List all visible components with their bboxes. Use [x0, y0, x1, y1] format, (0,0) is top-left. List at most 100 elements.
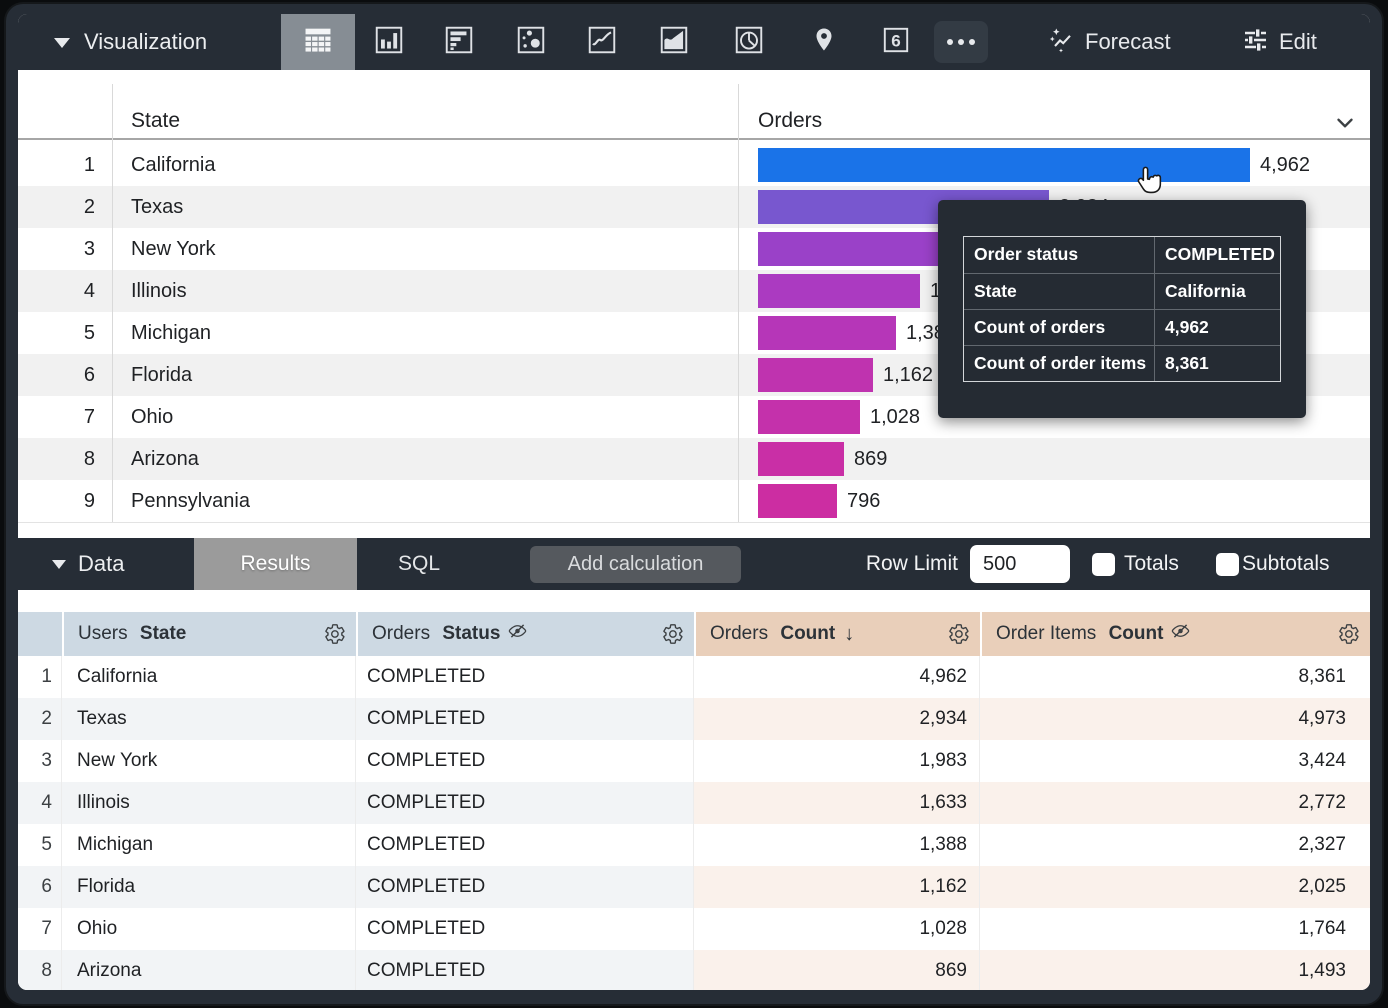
data-table-row[interactable]: 2 Texas COMPLETED 2,934 4,973 [18, 698, 1370, 740]
cell-order-items-count[interactable]: 2,327 [1298, 834, 1346, 855]
collapse-caret-icon[interactable] [54, 38, 70, 48]
map-pin-icon [809, 25, 839, 60]
visualization-section-title[interactable]: Visualization [84, 29, 208, 54]
cell-order-items-count[interactable]: 4,973 [980, 698, 1370, 740]
data-table-row[interactable]: 7 Ohio COMPLETED 1,028 1,764 [18, 908, 1370, 950]
viz-type-line-button[interactable] [580, 14, 624, 70]
forecast-button[interactable]: Forecast [1048, 14, 1171, 70]
totals-label[interactable]: Totals [1124, 552, 1179, 575]
viz-row-orders-cell: 869 [738, 438, 1370, 480]
row-limit-input[interactable] [970, 545, 1070, 583]
cell-orders-status[interactable]: COMPLETED [356, 782, 694, 824]
orders-bar[interactable] [758, 358, 873, 392]
viz-row-state[interactable]: Arizona [131, 447, 199, 470]
tab-sql[interactable]: SQL [397, 552, 441, 575]
cell-orders-count[interactable]: 1,633 [694, 782, 980, 824]
cell-orders-status[interactable]: COMPLETED [356, 656, 694, 698]
data-table-row[interactable]: 6 Florida COMPLETED 1,162 2,025 [18, 866, 1370, 908]
collapse-caret-icon[interactable] [52, 560, 66, 569]
cell-orders-status[interactable]: COMPLETED [356, 866, 694, 908]
viz-table-row[interactable]: 9 Pennsylvania 796 [18, 480, 1370, 522]
cell-orders-count[interactable]: 1,028 [694, 908, 980, 950]
cell-orders-count[interactable]: 2,934 [694, 698, 980, 740]
viz-table-row[interactable]: 8 Arizona 869 [18, 438, 1370, 480]
cell-order-items-count[interactable]: 2,772 [980, 782, 1370, 824]
add-calculation-button[interactable]: Add calculation [530, 546, 741, 583]
cell-order-items-count[interactable]: 3,424 [1298, 750, 1346, 771]
viz-state-column-header[interactable]: State [131, 109, 181, 132]
viz-row-state[interactable]: Texas [131, 195, 184, 218]
cell-users-state[interactable]: New York [62, 740, 356, 782]
subtotals-checkbox[interactable] [1216, 553, 1239, 576]
viz-type-map-button[interactable] [802, 14, 846, 70]
cell-orders-count[interactable]: 1,983 [694, 740, 980, 782]
viz-row-state[interactable]: New York [131, 237, 216, 260]
data-section-title[interactable]: Data [78, 551, 125, 576]
viz-type-column-button[interactable] [367, 14, 411, 70]
forecast-label: Forecast [1085, 29, 1171, 54]
orders-bar[interactable] [758, 442, 844, 476]
cell-orders-status[interactable]: COMPLETED [356, 698, 694, 740]
viz-row-orders-cell: 1,028 [738, 396, 1370, 438]
viz-type-bar-button[interactable] [437, 14, 481, 70]
cell-users-state[interactable]: Michigan [62, 824, 356, 866]
viz-type-single-value-button[interactable]: 6 [874, 14, 918, 70]
tab-results[interactable]: Results [194, 538, 357, 590]
column-header-orders-status[interactable]: Orders Status [358, 612, 694, 656]
cell-orders-status[interactable]: COMPLETED [356, 950, 694, 990]
viz-row-state[interactable]: California [131, 153, 216, 176]
cell-order-items-count[interactable]: 1,493 [980, 950, 1370, 990]
viz-orders-column-header[interactable]: Orders [758, 109, 823, 132]
data-table-row[interactable]: 8 Arizona COMPLETED 869 1,493 [18, 950, 1370, 990]
orders-bar[interactable] [758, 400, 860, 434]
gear-icon[interactable] [662, 623, 684, 645]
chevron-down-icon[interactable] [1332, 110, 1358, 141]
column-header-users-state[interactable]: Users State [64, 612, 356, 656]
tooltip-row-label: Order status [964, 237, 1155, 273]
viz-row-state[interactable]: Pennsylvania [131, 489, 250, 512]
viz-row-state[interactable]: Michigan [131, 321, 212, 344]
cell-orders-count[interactable]: 4,962 [694, 656, 980, 698]
cell-orders-status[interactable]: COMPLETED [356, 824, 694, 866]
gear-icon[interactable] [324, 623, 346, 645]
cell-orders-count[interactable]: 1,162 [694, 866, 980, 908]
viz-row-state[interactable]: Florida [131, 363, 193, 386]
cell-users-state[interactable]: Ohio [62, 908, 356, 950]
cell-orders-status[interactable]: COMPLETED [356, 908, 694, 950]
data-table-row[interactable]: 1 California COMPLETED 4,962 8,361 [18, 656, 1370, 698]
more-viz-types-button[interactable] [934, 21, 988, 63]
edit-button[interactable]: Edit [1242, 14, 1317, 70]
column-header-orders-count[interactable]: Orders Count ↓ [696, 612, 980, 656]
cell-order-items-count[interactable]: 1,764 [1298, 918, 1346, 939]
cell-users-state[interactable]: California [62, 656, 356, 698]
viz-type-area-button[interactable] [652, 14, 696, 70]
cell-orders-count[interactable]: 1,388 [694, 824, 980, 866]
orders-bar[interactable] [758, 232, 955, 266]
data-table-row[interactable]: 4 Illinois COMPLETED 1,633 2,772 [18, 782, 1370, 824]
orders-bar[interactable] [758, 274, 920, 308]
viz-type-pie-button[interactable] [727, 14, 771, 70]
tooltip-row: Order status COMPLETED [964, 237, 1280, 273]
viz-row-state[interactable]: Ohio [131, 405, 174, 428]
cell-users-state[interactable]: Texas [62, 698, 356, 740]
orders-bar[interactable] [758, 316, 896, 350]
gear-icon[interactable] [1338, 623, 1360, 645]
cell-users-state[interactable]: Arizona [62, 950, 356, 990]
gear-icon[interactable] [948, 623, 970, 645]
cell-users-state[interactable]: Florida [62, 866, 356, 908]
subtotals-label[interactable]: Subtotals [1242, 552, 1330, 575]
viz-row-state[interactable]: Illinois [131, 279, 187, 302]
cell-users-state[interactable]: Illinois [62, 782, 356, 824]
data-table-row[interactable]: 3 New York COMPLETED 1,983 3,424 [18, 740, 1370, 782]
column-header-order-items-count[interactable]: Order Items Count [982, 612, 1370, 656]
data-table-row[interactable]: 5 Michigan COMPLETED 1,388 2,327 [18, 824, 1370, 866]
cell-order-items-count[interactable]: 8,361 [1298, 666, 1346, 687]
cell-order-items-count[interactable]: 2,025 [980, 866, 1370, 908]
viz-type-scatter-button[interactable] [509, 14, 553, 70]
viz-type-table-button[interactable] [281, 14, 355, 70]
cell-orders-status[interactable]: COMPLETED [356, 740, 694, 782]
orders-bar[interactable] [758, 148, 1250, 182]
orders-bar[interactable] [758, 484, 837, 518]
totals-checkbox[interactable] [1092, 553, 1115, 576]
cell-orders-count[interactable]: 869 [694, 950, 980, 990]
